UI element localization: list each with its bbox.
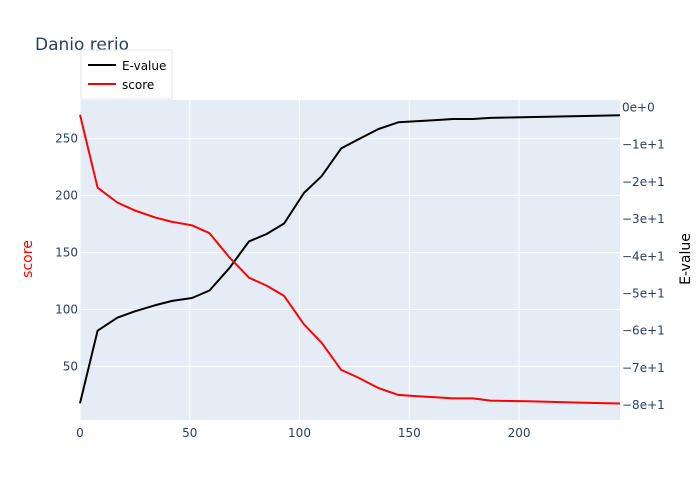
- axis-ticks: 0 50 100 150 200 50 100 150 200 250 0e+0 −1e+1 −2e+1…: [55, 100, 665, 440]
- y2-tick-label: −5e+1: [622, 286, 665, 300]
- plot-area: [80, 100, 620, 420]
- y-tick-label: 200: [55, 189, 78, 203]
- y-axis-title: score: [20, 240, 36, 278]
- y-tick-label: 100: [55, 303, 78, 317]
- y-tick-label: 250: [55, 132, 78, 146]
- y2-tick-label: −8e+1: [622, 398, 665, 412]
- legend-label-score[interactable]: score: [122, 78, 154, 92]
- y-tick-label: 150: [55, 246, 78, 260]
- y-tick-label: 50: [63, 359, 78, 373]
- legend-label-evalue[interactable]: E-value: [122, 59, 166, 73]
- x-tick-label: 150: [398, 426, 421, 440]
- y2-tick-label: −4e+1: [622, 249, 665, 263]
- evalue-line: [79, 114, 621, 404]
- y2-tick-label: −3e+1: [622, 212, 665, 226]
- x-tick-label: 0: [76, 426, 84, 440]
- y2-tick-label: −7e+1: [622, 361, 665, 375]
- x-tick-label: 50: [182, 426, 197, 440]
- y2-axis-title: E-value: [678, 233, 694, 285]
- legend: E-value score: [80, 49, 173, 100]
- y2-tick-label: 0e+0: [622, 100, 655, 114]
- x-tick-label: 200: [508, 426, 531, 440]
- y2-tick-label: −1e+1: [622, 138, 665, 152]
- gridlines: [79, 100, 620, 420]
- legend-box: [80, 49, 173, 100]
- x-tick-label: 100: [288, 426, 311, 440]
- y2-tick-label: −2e+1: [622, 175, 665, 189]
- y2-tick-label: −6e+1: [622, 324, 665, 338]
- series-lines: [79, 114, 621, 405]
- score-line: [79, 114, 621, 405]
